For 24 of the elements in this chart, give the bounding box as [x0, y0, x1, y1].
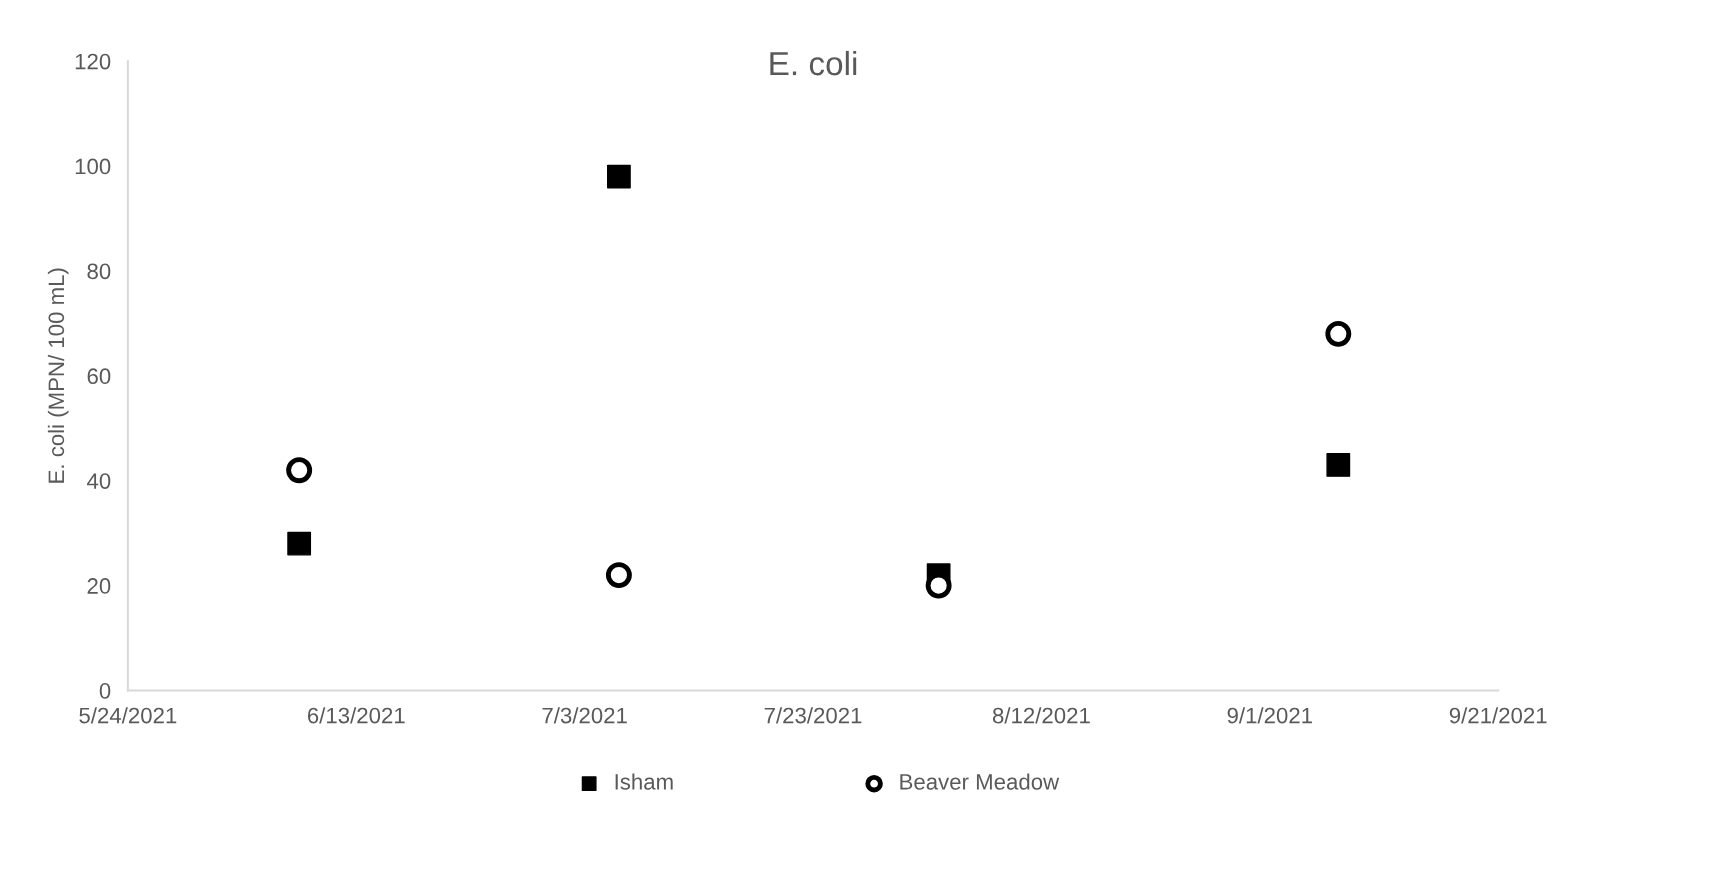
- x-tick-label: 5/24/2021: [79, 707, 177, 724]
- y-tick-label: 20: [87, 578, 111, 594]
- x-tick-label: 9/21/2021: [1449, 707, 1547, 724]
- y-axis-title: E. coli (MPN/ 100 mL): [47, 268, 69, 483]
- x-tick-label: 7/3/2021: [542, 707, 627, 724]
- x-tick-label: 8/12/2021: [992, 707, 1090, 724]
- y-tick-label: 40: [87, 473, 111, 489]
- y-tick-label: 60: [87, 368, 111, 385]
- y-tick-label: 100: [75, 158, 111, 175]
- y-tick-label: 80: [87, 263, 111, 280]
- y-tick-label: 120: [75, 53, 111, 70]
- point: [286, 457, 313, 484]
- x-tick-label: 7/23/2021: [764, 707, 862, 724]
- point: [287, 531, 312, 556]
- legend-label: Beaver Meadow: [900, 773, 1060, 790]
- point: [605, 562, 632, 589]
- chart-title: E. coli: [770, 50, 857, 76]
- point: [607, 164, 631, 189]
- legend-label: Isham: [615, 773, 673, 790]
- x-tick-label: 9/1/2021: [1227, 707, 1312, 724]
- point: [1325, 320, 1352, 347]
- y-tick-label: 0: [99, 682, 111, 699]
- point: [1326, 453, 1351, 477]
- x-tick-label: 6/13/2021: [307, 707, 405, 724]
